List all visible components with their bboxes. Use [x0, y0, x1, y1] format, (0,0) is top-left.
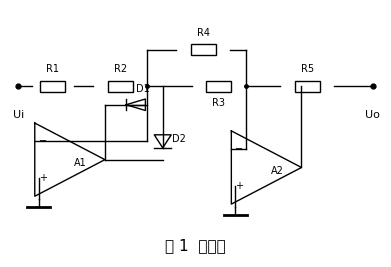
Bar	[206, 81, 231, 92]
Text: −: −	[39, 136, 47, 146]
Text: R3: R3	[212, 99, 225, 108]
Text: Uo: Uo	[365, 110, 380, 120]
Bar	[191, 44, 216, 55]
Text: A2: A2	[271, 166, 283, 176]
Bar	[295, 81, 320, 92]
Text: 图 1  经典型: 图 1 经典型	[165, 238, 226, 253]
Text: −: −	[235, 144, 243, 154]
Text: D2: D2	[172, 134, 186, 144]
Text: R1: R1	[47, 64, 59, 74]
Text: R5: R5	[301, 64, 314, 74]
Text: Ui: Ui	[13, 110, 24, 120]
Text: +: +	[39, 173, 47, 183]
Text: D1: D1	[136, 84, 150, 94]
Text: +: +	[235, 181, 243, 191]
Bar	[40, 81, 65, 92]
Text: R4: R4	[197, 28, 210, 38]
Bar	[108, 81, 133, 92]
Text: A1: A1	[74, 158, 87, 168]
Text: R2: R2	[114, 64, 127, 74]
